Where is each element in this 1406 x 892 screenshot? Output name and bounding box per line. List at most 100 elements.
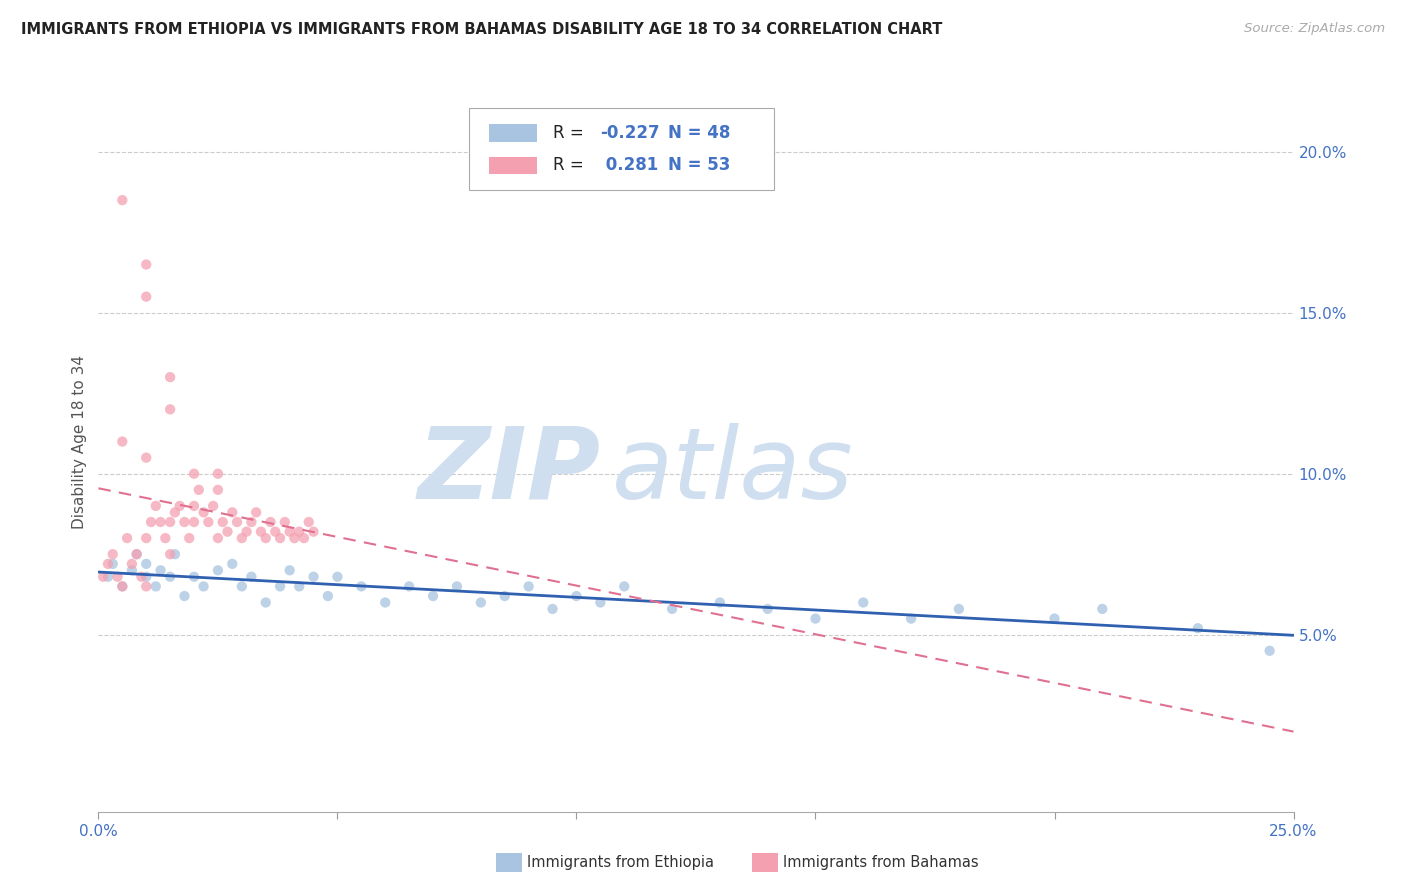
Point bbox=[135, 290, 157, 304]
Point bbox=[1091, 602, 1114, 616]
Point bbox=[163, 505, 186, 519]
Text: R =: R = bbox=[553, 156, 589, 174]
Point bbox=[111, 579, 134, 593]
Point bbox=[159, 570, 181, 584]
Point bbox=[269, 531, 291, 545]
Bar bbox=[489, 124, 537, 142]
Text: N = 48: N = 48 bbox=[668, 124, 731, 142]
Point bbox=[121, 557, 143, 571]
Point bbox=[183, 499, 205, 513]
Point bbox=[149, 563, 172, 577]
Point bbox=[101, 557, 124, 571]
Point bbox=[135, 579, 157, 593]
Point bbox=[240, 515, 263, 529]
Point bbox=[292, 531, 315, 545]
Point bbox=[269, 579, 291, 593]
Point bbox=[169, 499, 191, 513]
Point bbox=[254, 531, 277, 545]
Point bbox=[264, 524, 287, 539]
Point bbox=[159, 402, 181, 417]
Point bbox=[852, 595, 875, 609]
Point bbox=[565, 589, 588, 603]
Text: Source: ZipAtlas.com: Source: ZipAtlas.com bbox=[1244, 22, 1385, 36]
Point bbox=[193, 505, 215, 519]
Point bbox=[97, 570, 120, 584]
Point bbox=[1187, 621, 1209, 635]
Point bbox=[145, 579, 167, 593]
Point bbox=[1258, 644, 1281, 658]
Point bbox=[173, 589, 195, 603]
Point bbox=[125, 547, 148, 561]
Point bbox=[221, 505, 243, 519]
Point bbox=[135, 450, 157, 465]
Point bbox=[197, 515, 219, 529]
Point bbox=[211, 515, 233, 529]
Point bbox=[159, 515, 181, 529]
Text: Immigrants from Ethiopia: Immigrants from Ethiopia bbox=[527, 855, 714, 870]
Point bbox=[91, 570, 114, 584]
Point bbox=[125, 547, 148, 561]
Point bbox=[259, 515, 281, 529]
Point bbox=[240, 570, 263, 584]
Point bbox=[288, 579, 311, 593]
Point bbox=[183, 515, 205, 529]
Point bbox=[494, 589, 516, 603]
Point bbox=[517, 579, 540, 593]
Point bbox=[661, 602, 683, 616]
FancyBboxPatch shape bbox=[470, 109, 773, 190]
Point bbox=[111, 193, 134, 207]
Text: ZIP: ZIP bbox=[418, 423, 600, 520]
Y-axis label: Disability Age 18 to 34: Disability Age 18 to 34 bbox=[72, 354, 87, 529]
Point bbox=[207, 467, 229, 481]
Point bbox=[278, 524, 301, 539]
Point bbox=[159, 370, 181, 384]
Point bbox=[274, 515, 297, 529]
Point bbox=[756, 602, 779, 616]
Point bbox=[121, 563, 143, 577]
Point bbox=[207, 531, 229, 545]
Text: 0.281: 0.281 bbox=[600, 156, 658, 174]
Point bbox=[900, 611, 922, 625]
Point bbox=[145, 499, 167, 513]
Point bbox=[207, 483, 229, 497]
Text: Immigrants from Bahamas: Immigrants from Bahamas bbox=[783, 855, 979, 870]
Point bbox=[254, 595, 277, 609]
Point bbox=[278, 563, 301, 577]
Point bbox=[107, 570, 129, 584]
Point bbox=[283, 531, 305, 545]
Point bbox=[541, 602, 564, 616]
Point bbox=[316, 589, 339, 603]
Point bbox=[231, 531, 253, 545]
Point bbox=[202, 499, 225, 513]
Point bbox=[1043, 611, 1066, 625]
Point bbox=[374, 595, 396, 609]
Point bbox=[446, 579, 468, 593]
Bar bbox=[489, 156, 537, 174]
Point bbox=[804, 611, 827, 625]
Point bbox=[131, 570, 153, 584]
Point bbox=[422, 589, 444, 603]
Point bbox=[187, 483, 209, 497]
Point bbox=[135, 258, 157, 272]
Point bbox=[111, 579, 134, 593]
Point bbox=[135, 570, 157, 584]
Point bbox=[302, 570, 325, 584]
Text: atlas: atlas bbox=[613, 423, 853, 520]
Point bbox=[470, 595, 492, 609]
Point bbox=[183, 570, 205, 584]
Point bbox=[231, 579, 253, 593]
Point bbox=[179, 531, 201, 545]
Point bbox=[226, 515, 249, 529]
Point bbox=[709, 595, 731, 609]
Text: -0.227: -0.227 bbox=[600, 124, 659, 142]
Point bbox=[613, 579, 636, 593]
Point bbox=[183, 467, 205, 481]
Point bbox=[302, 524, 325, 539]
Point bbox=[221, 557, 243, 571]
Point bbox=[115, 531, 138, 545]
Point bbox=[193, 579, 215, 593]
Text: R =: R = bbox=[553, 124, 589, 142]
Point bbox=[350, 579, 373, 593]
Point bbox=[589, 595, 612, 609]
Point bbox=[398, 579, 420, 593]
